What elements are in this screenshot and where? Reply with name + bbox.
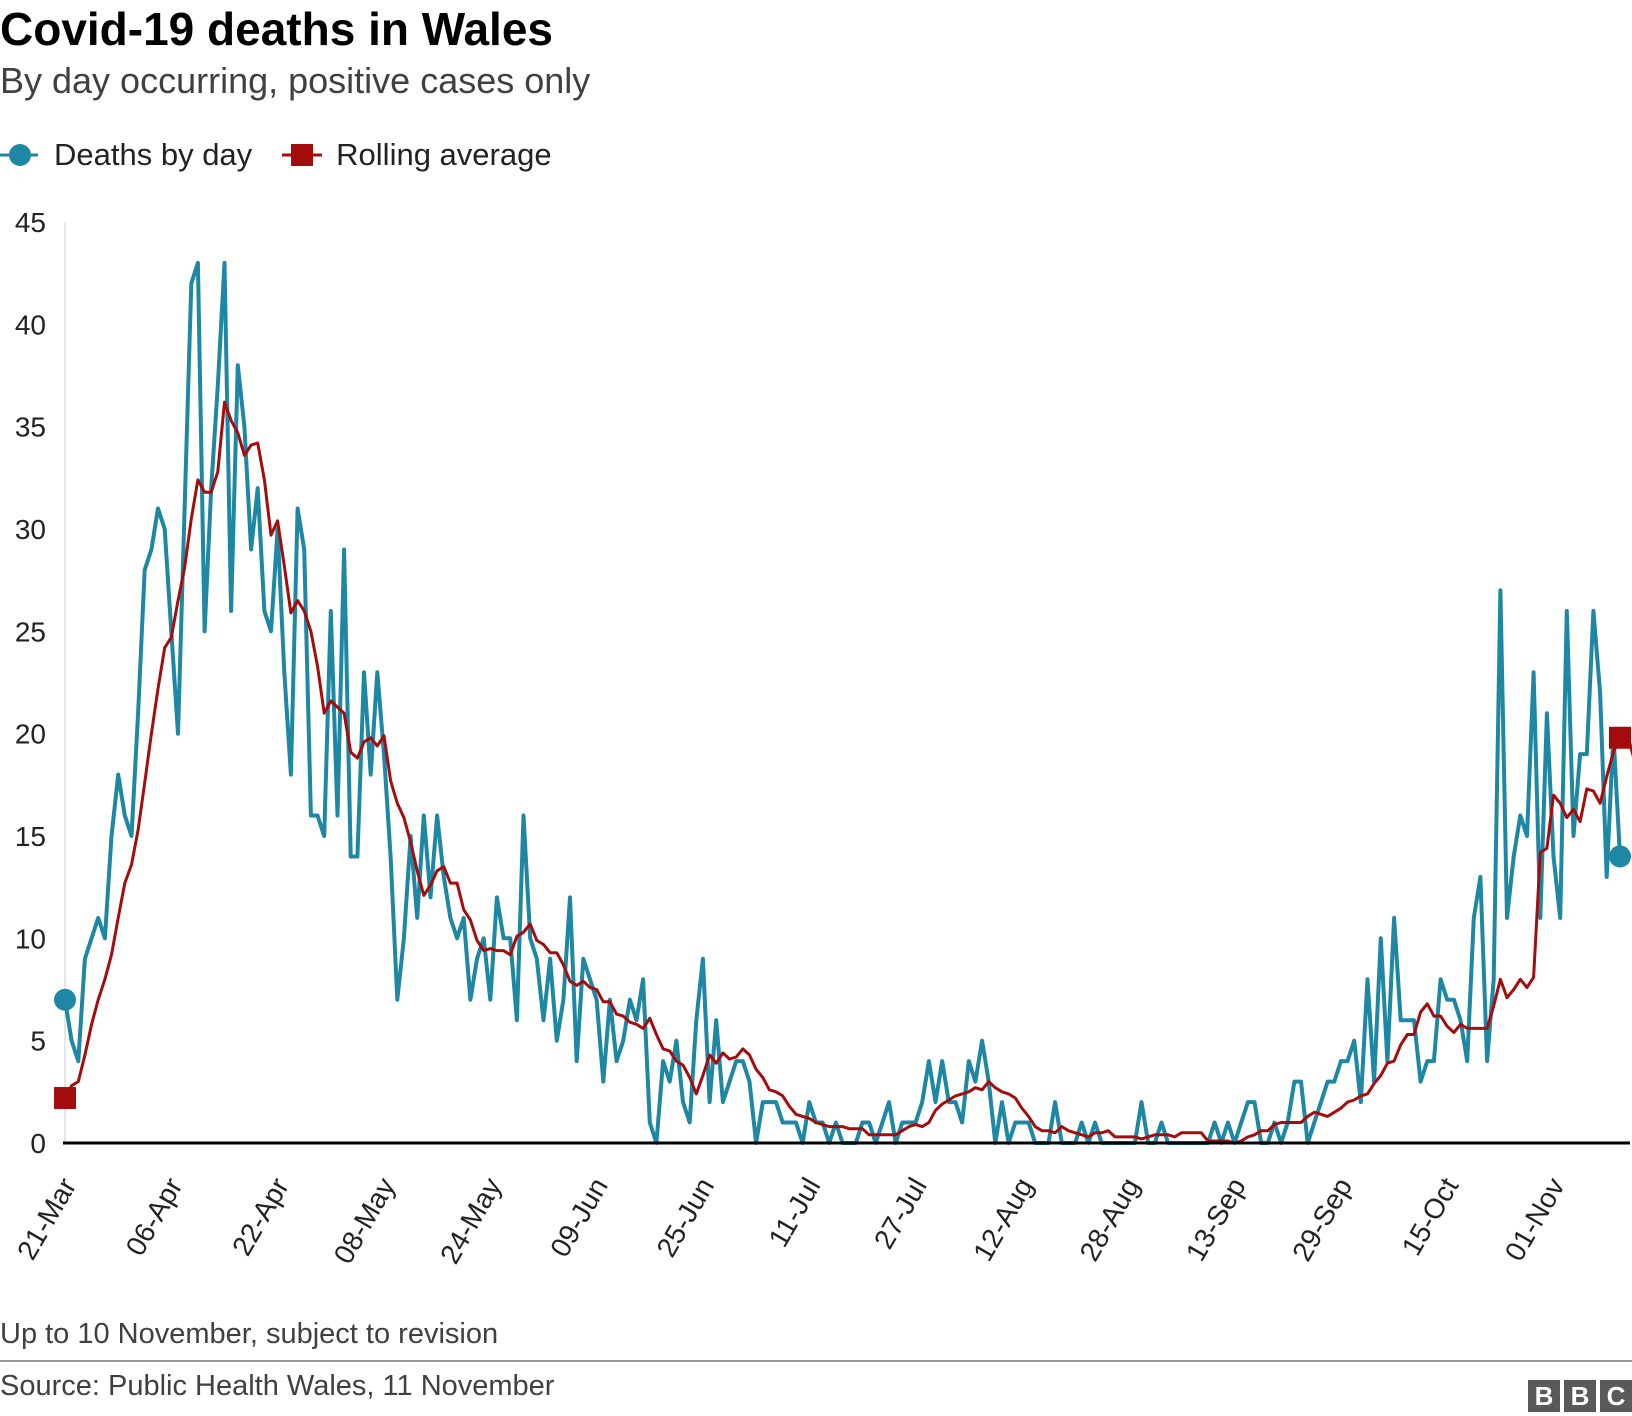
deaths-start-point bbox=[54, 988, 76, 1011]
x-tick-label: 01-Nov bbox=[1499, 1173, 1571, 1267]
bbc-logo-letter-1: B bbox=[1528, 1380, 1560, 1412]
x-tick-label: 09-Jun bbox=[544, 1173, 614, 1263]
y-tick-label: 25 bbox=[15, 616, 46, 647]
x-tick-label: 12-Aug bbox=[967, 1173, 1039, 1267]
y-tick-label: 5 bbox=[30, 1026, 46, 1057]
x-tick-label: 25-Jun bbox=[650, 1173, 720, 1263]
square-marker-icon bbox=[282, 144, 323, 166]
legend-item-deaths-by-day: Deaths by day bbox=[0, 137, 252, 173]
x-tick-label: 24-May bbox=[434, 1173, 508, 1269]
x-tick-label: 27-Jul bbox=[868, 1173, 933, 1255]
x-tick-label: 28-Aug bbox=[1073, 1173, 1145, 1267]
bbc-logo-letter-3: C bbox=[1600, 1380, 1632, 1412]
x-tick-label: 11-Jul bbox=[763, 1173, 827, 1253]
y-tick-label: 10 bbox=[15, 923, 46, 954]
chart-subtitle: By day occurring, positive cases only bbox=[0, 60, 591, 101]
line-chart: 0 5 10 15 20 25 30 35 40 45 21-Mar 06-Apr 22-Apr 08-M… bbox=[11, 207, 1632, 1269]
deaths-by-day-line bbox=[63, 260, 1622, 1145]
y-tick-label: 20 bbox=[15, 719, 46, 750]
y-tick-label: 45 bbox=[15, 207, 46, 238]
footnote: Up to 10 November, subject to revision bbox=[0, 1318, 499, 1350]
bbc-logo: B B C bbox=[1528, 1380, 1632, 1412]
x-tick-label: 13-Sep bbox=[1180, 1173, 1252, 1267]
circle-marker-icon bbox=[0, 144, 38, 166]
deaths-end-point bbox=[1609, 845, 1631, 868]
y-tick-label: 40 bbox=[15, 309, 46, 340]
chart-title: Covid-19 deaths in Wales bbox=[0, 3, 553, 55]
chart-legend: Deaths by day Rolling average bbox=[0, 132, 582, 178]
y-tick-label: 15 bbox=[15, 821, 46, 852]
rolling-average-end-point bbox=[1609, 726, 1631, 749]
rolling-average-line bbox=[63, 400, 1632, 1145]
x-tick-label: 22-Apr bbox=[226, 1173, 295, 1261]
legend-label-rolling-average: Rolling average bbox=[336, 137, 552, 172]
x-tick-label: 21-Mar bbox=[11, 1173, 82, 1265]
source-credit: Source: Public Health Wales, 11 November bbox=[0, 1370, 555, 1402]
x-tick-label: 15-Oct bbox=[1396, 1172, 1465, 1260]
y-tick-label: 0 bbox=[30, 1128, 46, 1159]
y-tick-label: 30 bbox=[15, 514, 46, 545]
x-tick-label: 06-Apr bbox=[120, 1173, 189, 1261]
legend-item-rolling-average: Rolling average bbox=[282, 137, 552, 173]
bbc-logo-letter-2: B bbox=[1564, 1380, 1596, 1412]
x-tick-label: 08-May bbox=[328, 1173, 402, 1269]
y-tick-label: 35 bbox=[15, 412, 46, 443]
rolling-average-start-point bbox=[54, 1086, 76, 1109]
legend-label-deaths-by-day: Deaths by day bbox=[54, 137, 253, 172]
x-tick-label: 29-Sep bbox=[1286, 1173, 1358, 1267]
footer-divider bbox=[0, 1360, 1632, 1362]
